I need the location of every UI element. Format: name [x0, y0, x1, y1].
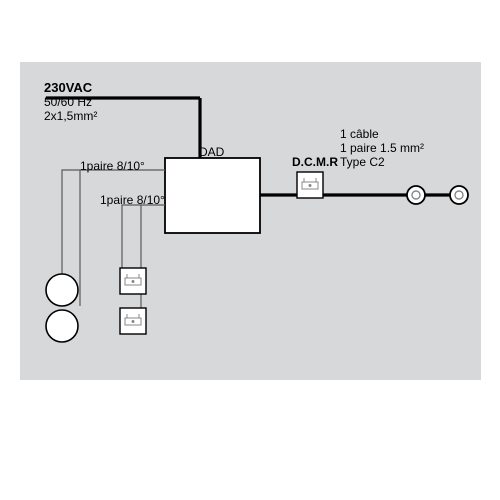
output-2 — [450, 186, 468, 204]
supply-freq: 50/60 Hz — [44, 96, 97, 110]
wiring-layer — [0, 0, 500, 500]
dcmr-callpoint — [297, 172, 323, 198]
dad-label: DAD — [199, 146, 224, 160]
branch-mcp — [122, 205, 165, 268]
cable-line3: Type C2 — [340, 156, 424, 170]
supply-wire: 2x1,5mm² — [44, 110, 97, 124]
detector-a — [46, 274, 78, 306]
callpoint-2 — [120, 308, 146, 334]
pair1-label: 1paire 8/10° — [80, 160, 145, 174]
callpoint-1 — [120, 268, 146, 294]
supply-voltage: 230VAC — [44, 81, 97, 96]
cable-label: 1 câble 1 paire 1.5 mm² Type C2 — [340, 128, 424, 169]
pair2-label: 1paire 8/10° — [100, 194, 165, 208]
dad-box — [165, 158, 260, 233]
dcmr-label: D.C.M.R — [292, 156, 338, 170]
supply-label: 230VAC 50/60 Hz 2x1,5mm² — [44, 81, 97, 124]
cable-line2: 1 paire 1.5 mm² — [340, 142, 424, 156]
detector-b — [46, 310, 78, 342]
output-1 — [407, 186, 425, 204]
cable-line1: 1 câble — [340, 128, 424, 142]
branch-circle-a — [62, 170, 165, 274]
